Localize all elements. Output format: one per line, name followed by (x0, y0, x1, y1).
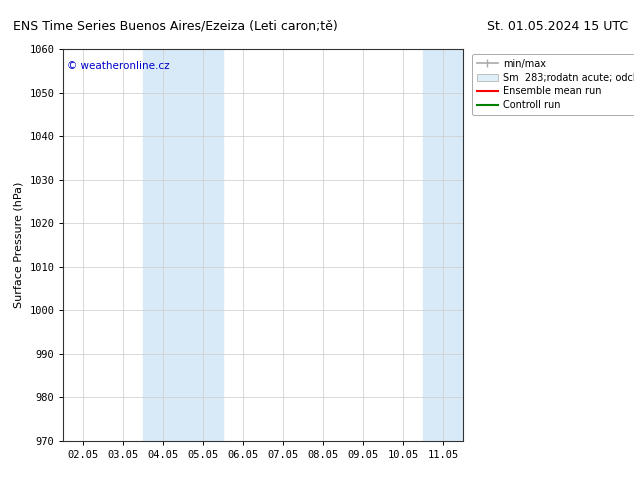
Legend: min/max, Sm  283;rodatn acute; odchylka, Ensemble mean run, Controll run: min/max, Sm 283;rodatn acute; odchylka, … (472, 54, 634, 115)
Bar (143, 49, 223, 441)
Bar (423, 49, 483, 441)
Text: © weatheronline.cz: © weatheronline.cz (67, 61, 170, 71)
Text: ENS Time Series Buenos Aires/Ezeiza (Leti caron;tě): ENS Time Series Buenos Aires/Ezeiza (Let… (13, 20, 337, 33)
Y-axis label: Surface Pressure (hPa): Surface Pressure (hPa) (14, 182, 24, 308)
Text: St. 01.05.2024 15 UTC: St. 01.05.2024 15 UTC (486, 20, 628, 33)
